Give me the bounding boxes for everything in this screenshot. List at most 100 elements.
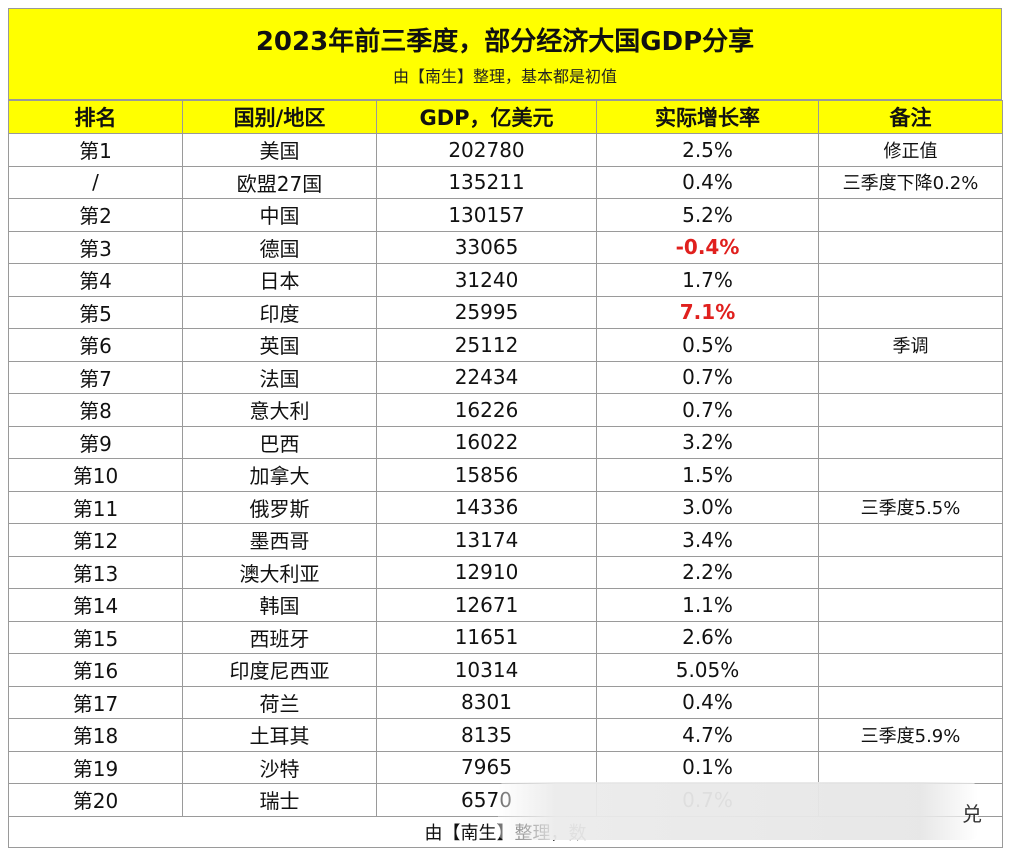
rank-cell: 第10 [8,458,183,492]
header-growth: 实际增长率 [596,100,819,134]
growth-cell: 7.1% [596,295,819,329]
gdp-cell: 15856 [376,458,597,492]
note-cell: 季调 [818,328,1003,362]
table-row: 第4 日本 31240 1.7% [8,263,1003,297]
growth-cell: 1.5% [596,458,819,492]
growth-cell: 1.7% [596,263,819,297]
header-rank: 排名 [8,100,183,134]
note-cell: 三季度下降0.2% [818,165,1003,199]
growth-cell: -0.4% [596,230,819,264]
page-subtitle: 由【南生】整理，基本都是初值 [392,67,617,86]
country-cell: 荷兰 [182,685,377,719]
rank-cell: / [8,165,183,199]
country-cell: 印度 [182,295,377,329]
note-cell: 三季度5.9% [818,718,1003,752]
gdp-cell: 13174 [376,523,597,557]
rank-cell: 第18 [8,718,183,752]
rank-cell: 第1 [8,133,183,167]
header-country: 国别/地区 [182,100,377,134]
table-row: / 欧盟27国 135211 0.4% 三季度下降0.2% [8,165,1003,199]
table-row: 第18 土耳其 8135 4.7% 三季度5.9% [8,718,1003,752]
table-row: 第17 荷兰 8301 0.4% [8,685,1003,719]
growth-cell: 3.0% [596,490,819,524]
gdp-cell: 8301 [376,685,597,719]
growth-cell: 2.2% [596,555,819,589]
rank-cell: 第17 [8,685,183,719]
growth-cell: 2.5% [596,133,819,167]
table-row: 第11 俄罗斯 14336 3.0% 三季度5.5% [8,490,1003,524]
country-cell: 印度尼西亚 [182,653,377,687]
table-row: 第8 意大利 16226 0.7% [8,393,1003,427]
rank-cell: 第4 [8,263,183,297]
rank-cell: 第19 [8,750,183,784]
note-cell [818,750,1003,784]
table-row: 第9 巴西 16022 3.2% [8,425,1003,459]
gdp-cell: 8135 [376,718,597,752]
gdp-cell: 25995 [376,295,597,329]
note-cell [818,263,1003,297]
country-cell: 沙特 [182,750,377,784]
country-cell: 美国 [182,133,377,167]
country-cell: 西班牙 [182,620,377,654]
gdp-cell: 16022 [376,425,597,459]
rank-cell: 第16 [8,653,183,687]
gdp-cell: 12910 [376,555,597,589]
growth-cell: 1.1% [596,588,819,622]
country-cell: 俄罗斯 [182,490,377,524]
country-cell: 土耳其 [182,718,377,752]
gdp-cell: 25112 [376,328,597,362]
gdp-cell: 10314 [376,653,597,687]
country-cell: 巴西 [182,425,377,459]
growth-cell: 3.4% [596,523,819,557]
note-cell [818,620,1003,654]
rank-cell: 第11 [8,490,183,524]
note-cell [818,458,1003,492]
blur-overlay [498,782,978,840]
rank-cell: 第9 [8,425,183,459]
rank-cell: 第15 [8,620,183,654]
rank-cell: 第5 [8,295,183,329]
note-cell [818,230,1003,264]
country-cell: 法国 [182,360,377,394]
rank-cell: 第7 [8,360,183,394]
note-cell: 三季度5.5% [818,490,1003,524]
note-cell [818,653,1003,687]
rank-cell: 第20 [8,783,183,817]
country-cell: 意大利 [182,393,377,427]
country-cell: 日本 [182,263,377,297]
country-cell: 英国 [182,328,377,362]
growth-cell: 0.1% [596,750,819,784]
table-row: 第10 加拿大 15856 1.5% [8,458,1003,492]
gdp-cell: 16226 [376,393,597,427]
table-row: 第3 德国 33065 -0.4% [8,230,1003,264]
table-row: 第2 中国 130157 5.2% [8,198,1003,232]
gdp-cell: 12671 [376,588,597,622]
note-cell [818,360,1003,394]
growth-cell: 0.5% [596,328,819,362]
table-row: 第19 沙特 7965 0.1% [8,750,1003,784]
gdp-cell: 11651 [376,620,597,654]
country-cell: 瑞士 [182,783,377,817]
country-cell: 澳大利亚 [182,555,377,589]
table-body: 第1 美国 202780 2.5% 修正值 / 欧盟27国 135211 0.4% 三季度下降0.… [8,133,1003,817]
gdp-cell: 7965 [376,750,597,784]
table-row: 第12 墨西哥 13174 3.4% [8,523,1003,557]
table-row: 第15 西班牙 11651 2.6% [8,620,1003,654]
note-cell [818,523,1003,557]
growth-cell: 4.7% [596,718,819,752]
country-cell: 韩国 [182,588,377,622]
note-cell [818,198,1003,232]
rank-cell: 第2 [8,198,183,232]
table-row: 第16 印度尼西亚 10314 5.05% [8,653,1003,687]
rank-cell: 第13 [8,555,183,589]
country-cell: 加拿大 [182,458,377,492]
overlay-tail-text: 兑 [962,802,982,826]
header-note: 备注 [818,100,1003,134]
growth-cell: 0.4% [596,165,819,199]
note-cell: 修正值 [818,133,1003,167]
rank-cell: 第6 [8,328,183,362]
header-gdp: GDP，亿美元 [376,100,597,134]
growth-cell: 0.7% [596,393,819,427]
growth-cell: 0.7% [596,360,819,394]
note-cell [818,685,1003,719]
